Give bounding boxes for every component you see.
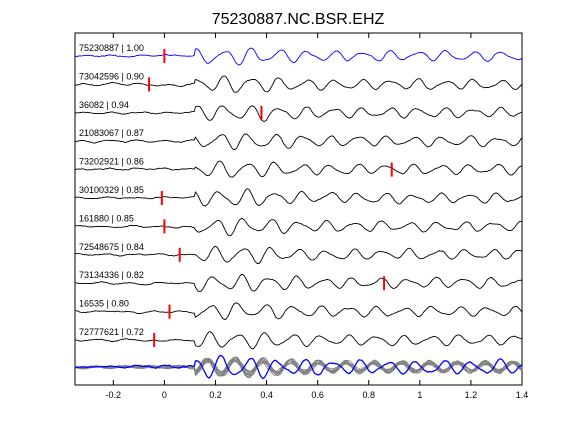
x-tick-label: 1.2 <box>465 390 478 400</box>
x-tick-label: 0.6 <box>311 390 324 400</box>
trace-label: 16535 | 0.80 <box>79 299 129 309</box>
x-tick-label: 0 <box>162 390 167 400</box>
trace-label: 30100329 | 0.85 <box>79 185 144 195</box>
trace-label: 72548675 | 0.84 <box>79 242 144 252</box>
trace-label: 21083067 | 0.87 <box>79 128 144 138</box>
trace-line <box>74 245 523 265</box>
trace-line <box>74 218 523 237</box>
trace-line <box>74 133 523 150</box>
traces-layer <box>74 47 523 350</box>
stack-layer <box>74 354 523 379</box>
x-tick-label: 1.4 <box>516 390 529 400</box>
trace-line <box>75 302 523 321</box>
labels-layer: 75230887 | 1.00 73042596 | 0.90 36082 | 0.… <box>79 43 144 337</box>
x-tick-label: 0.8 <box>362 390 375 400</box>
trace-label: 161880 | 0.85 <box>79 213 134 223</box>
trace-label: 36082 | 0.94 <box>79 100 129 110</box>
plot-frame <box>74 32 523 386</box>
x-tick-label: -0.2 <box>106 390 122 400</box>
chart-title: 75230887.NC.BSR.EHZ <box>212 11 385 28</box>
trace-label: 73134336 | 0.82 <box>79 270 144 280</box>
stack-mean-trace <box>74 354 523 379</box>
trace-label: 72777621 | 0.72 <box>79 327 144 337</box>
x-axis: -0.2 0 0.2 0.4 0.6 0.8 1 1.2 1.4 <box>106 33 529 400</box>
trace-label: 73202921 | 0.86 <box>79 157 144 167</box>
trace-label: 75230887 | 1.00 <box>79 43 144 53</box>
trace-line <box>74 274 523 293</box>
trace-line <box>74 160 523 178</box>
x-tick-label: 0.2 <box>209 390 222 400</box>
x-tick-label: 1 <box>417 390 422 400</box>
trace-label: 73042596 | 0.90 <box>79 71 144 81</box>
picks-layer <box>148 49 393 347</box>
trace-line <box>75 188 523 207</box>
x-tick-label: 0.4 <box>260 390 273 400</box>
trace-line <box>74 105 523 122</box>
trace-line <box>74 331 523 350</box>
trace-line <box>74 47 523 66</box>
